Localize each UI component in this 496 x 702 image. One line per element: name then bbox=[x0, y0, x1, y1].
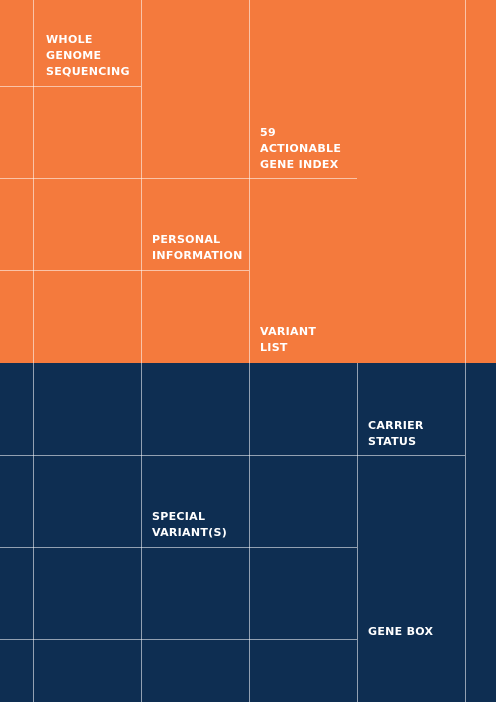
top-orange-band bbox=[0, 0, 496, 363]
grid-line-vertical bbox=[465, 0, 466, 702]
bottom-navy-band bbox=[0, 363, 496, 702]
grid-line-horizontal bbox=[0, 178, 357, 179]
personal-information-label: PERSONAL INFORMATION bbox=[152, 233, 243, 262]
actionable-gene-index-label: 59 ACTIONABLE GENE INDEX bbox=[260, 126, 342, 171]
carrier-status-label: CARRIER STATUS bbox=[368, 419, 424, 448]
grid-line-horizontal bbox=[0, 455, 465, 456]
grid-line-vertical bbox=[357, 363, 358, 702]
grid-line-vertical bbox=[141, 0, 142, 702]
grid-line-horizontal bbox=[0, 639, 357, 640]
special-variants-label: SPECIAL VARIANT(S) bbox=[152, 510, 228, 539]
variant-list-label: VARIANT LIST bbox=[260, 325, 317, 354]
gene-box-label: GENE BOX bbox=[368, 625, 434, 638]
grid-line-vertical bbox=[33, 0, 34, 702]
grid-line-horizontal bbox=[0, 547, 357, 548]
grid-line-horizontal bbox=[0, 270, 249, 271]
grid-line-vertical bbox=[249, 0, 250, 702]
whole-genome-sequencing-label: WHOLE GENOME SEQUENCING bbox=[46, 33, 130, 78]
grid-line-horizontal bbox=[0, 86, 141, 87]
